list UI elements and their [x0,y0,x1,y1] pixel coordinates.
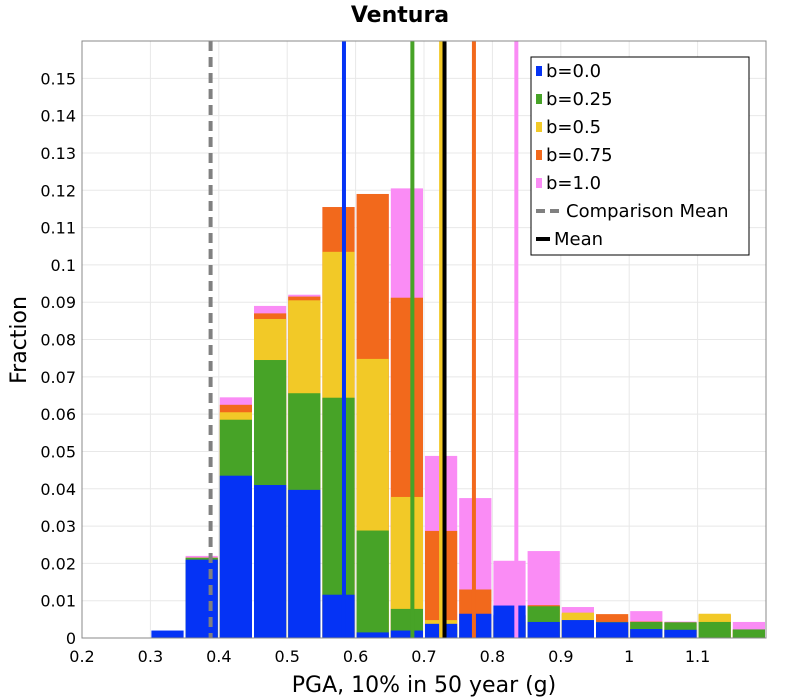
bar-b=0.0 [527,621,560,638]
x-tick-label: 0.6 [343,647,368,666]
bar-b=0.0 [596,622,629,638]
x-tick-label: 1 [624,647,634,666]
bar-b=0.0 [254,485,287,638]
y-tick-label: 0.12 [40,181,76,200]
legend-swatch [536,178,542,188]
bars [151,188,765,639]
y-tick-label: 0.05 [40,442,76,461]
y-tick-label: 0.04 [40,480,76,499]
bar-b=0.0 [561,620,594,638]
x-tick-label: 0.5 [274,647,299,666]
y-tick-label: 0.11 [40,219,76,238]
bar-b=0.0 [356,632,389,638]
x-tick-label: 0.8 [480,647,505,666]
y-tick-label: 0.15 [40,69,76,88]
legend-label: b=0.75 [546,145,613,166]
legend-label: Comparison Mean [566,201,729,222]
y-tick-label: 0 [66,629,76,648]
bar-b=0.0 [630,629,663,638]
legend-label: b=1.0 [546,173,601,194]
x-tick-label: 0.2 [69,647,94,666]
legend-swatch [536,150,542,160]
y-tick-label: 0.13 [40,144,76,163]
legend-label: b=0.25 [546,89,613,110]
x-tick-label: 1.1 [685,647,710,666]
bar-b=0.0 [390,630,423,638]
x-axis-ticks: 0.2 0.3 0.4 0.5 0.6 0.7 0.8 0.9 1 1.1 [69,647,710,666]
y-axis-label: Fraction [7,296,32,384]
legend-swatch [536,122,542,132]
y-tick-label: 0.09 [40,293,76,312]
bar-b=0.0 [219,475,252,638]
y-tick-label: 0.14 [40,107,76,126]
y-tick-label: 0.07 [40,368,76,387]
bar-b=0.0 [288,489,321,638]
bar-b=0.0 [185,559,218,638]
x-axis-label: PGA, 10% in 50 year (g) [292,673,556,698]
plot-frame [81,40,767,639]
chart-title: Ventura [351,3,449,28]
y-tick-label: 0.02 [40,554,76,573]
legend: b=0.0 b=0.25 b=0.5 b=0.75 b=1.0 Comparison Me… [530,56,750,256]
bar-b=0.25 [698,621,731,638]
bar-b=0.0 [493,605,526,638]
y-tick-label: 0.01 [40,592,76,611]
bar-b=0.0 [664,629,697,638]
legend-swatch [536,66,542,76]
mean-lines [208,41,519,638]
y-tick-label: 0.06 [40,405,76,424]
bar-b=0.25 [356,530,389,638]
legend-box [530,56,750,256]
legend-label: b=0.5 [546,117,601,138]
bar-b=0.0 [151,630,184,638]
x-tick-label: 0.3 [138,647,163,666]
x-tick-label: 0.4 [206,647,231,666]
bar-b=0.25 [732,629,765,638]
bar-b=0.0 [322,594,355,638]
legend-label: Mean [554,229,603,250]
x-tick-label: 0.7 [411,647,436,666]
y-tick-label: 0.08 [40,331,76,350]
y-tick-label: 0.03 [40,517,76,536]
legend-label: b=0.0 [546,61,601,82]
legend-swatch [536,94,542,104]
y-tick-label: 0.1 [51,256,76,275]
y-axis-ticks: 0 0.01 0.02 0.03 0.04 0.05 0.06 0.07 0.08 0.09 0.1… [40,69,76,648]
x-tick-label: 0.9 [548,647,573,666]
